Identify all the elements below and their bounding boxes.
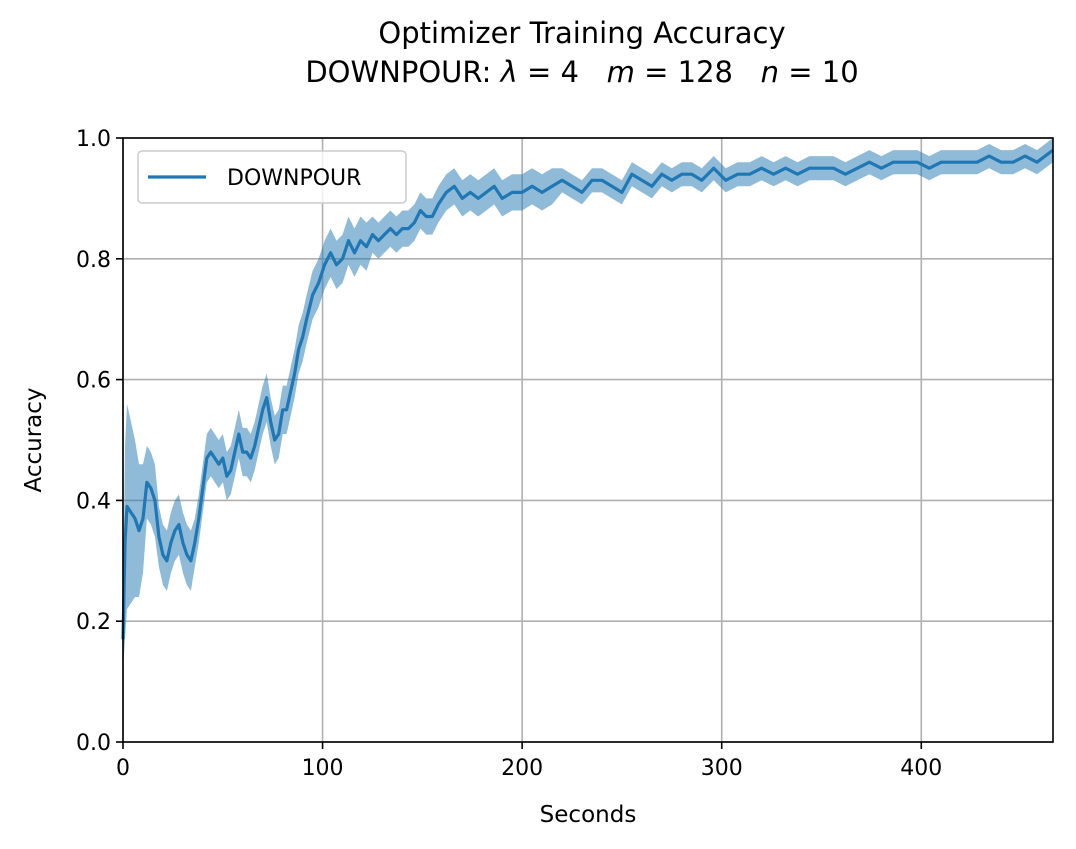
y-tick-label: 0.6 (76, 369, 111, 394)
y-tick-label: 0.2 (76, 610, 111, 635)
lambda-symbol: λ (500, 55, 518, 89)
y-tick-label: 0.0 (76, 731, 111, 756)
y-tick-label: 1.0 (76, 127, 111, 152)
x-tick-label: 400 (900, 756, 942, 781)
subtitle-prefix: DOWNPOUR: (305, 55, 501, 89)
x-tick-label: 200 (501, 756, 543, 781)
m-symbol: m (606, 55, 635, 89)
axes-frame (122, 137, 1054, 743)
n-value: = 10 (779, 55, 859, 89)
x-tick-label: 100 (302, 756, 344, 781)
accuracy-confidence-band (123, 138, 1053, 670)
y-tick-label: 0.8 (76, 248, 111, 273)
grid-lines (122, 137, 1053, 743)
y-axis-label: Accuracy (21, 387, 47, 492)
m-value: = 128 (634, 55, 733, 89)
legend-box (137, 150, 407, 204)
chart-title: Optimizer Training Accuracy (378, 16, 786, 50)
legend: DOWNPOUR (137, 150, 407, 204)
x-tick-label: 300 (701, 756, 743, 781)
y-tick-label: 0.4 (76, 489, 111, 514)
n-symbol: n (760, 55, 780, 89)
x-axis-label: Seconds (540, 802, 637, 828)
legend-label-downpour: DOWNPOUR (227, 166, 361, 191)
x-axis-ticks: 0 100 200 300 400 (116, 742, 942, 781)
chart-subtitle: DOWNPOUR: λ = 4 m = 128 n = 10 (44, 55, 1076, 89)
x-tick-label: 0 (116, 756, 130, 781)
y-axis-ticks: 0.0 0.2 0.4 0.6 0.8 1.0 (76, 127, 123, 756)
lambda-value: = 4 (517, 55, 579, 89)
accuracy-series-line (121, 148, 1054, 640)
